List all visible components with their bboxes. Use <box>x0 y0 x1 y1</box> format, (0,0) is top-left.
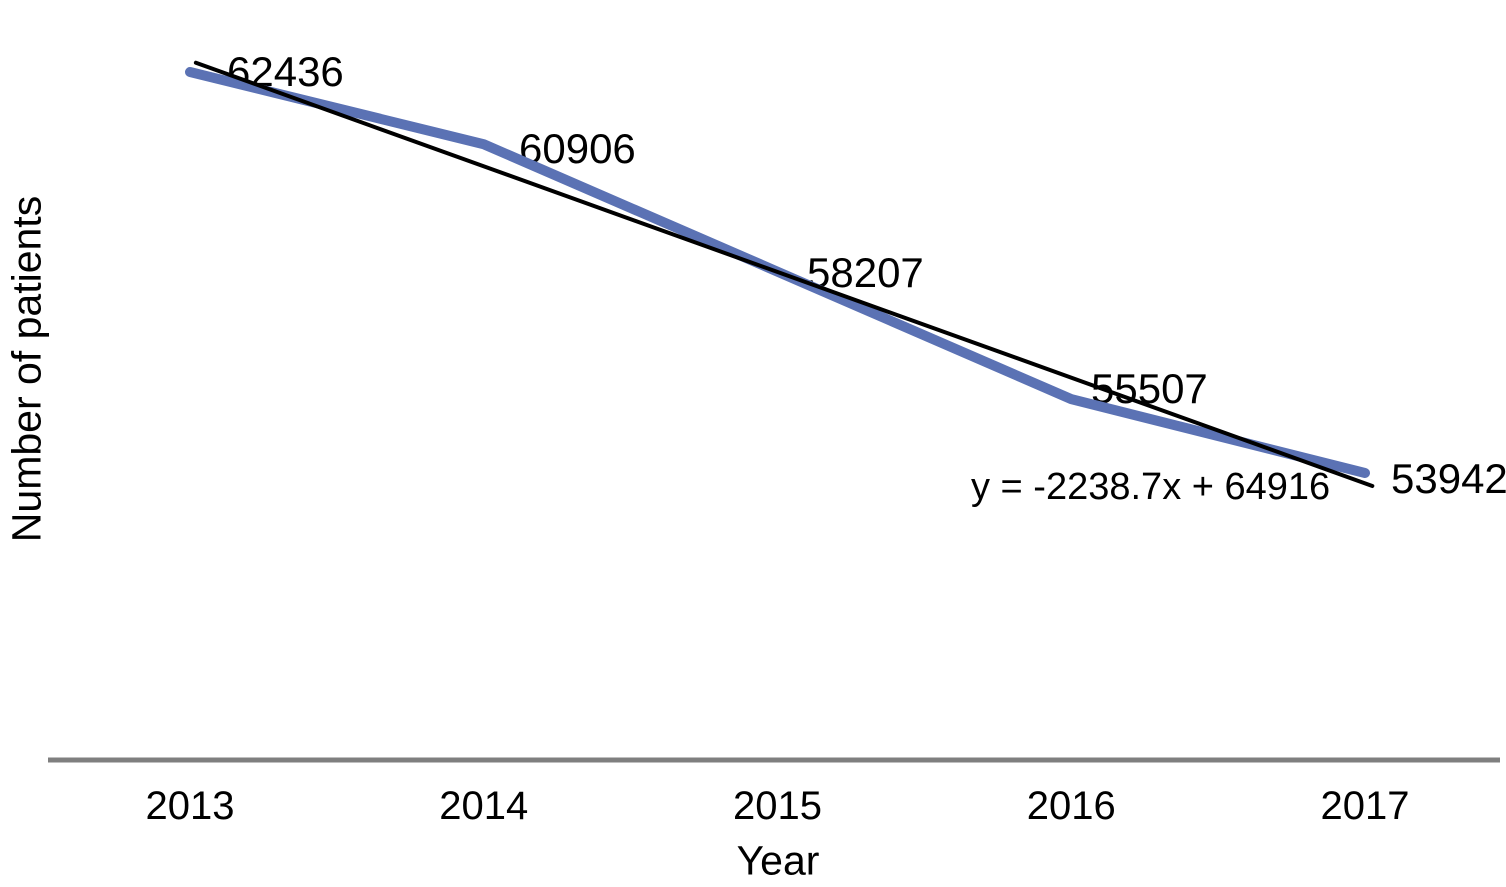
x-tick-2014: 2014 <box>439 784 529 828</box>
x-tick-2013: 2013 <box>145 784 235 828</box>
y-axis-title: Number of patients <box>3 195 50 543</box>
patients-series-line <box>185 67 1370 478</box>
data-label-2013: 62436 <box>227 48 344 95</box>
data-label-2015: 58207 <box>807 249 924 296</box>
x-tick-2017: 2017 <box>1320 784 1410 828</box>
data-label-2014: 60906 <box>519 125 636 172</box>
x-tick-2016: 2016 <box>1026 784 1116 828</box>
x-axis-title: Year <box>736 837 820 884</box>
x-tick-2015: 2015 <box>733 784 822 828</box>
data-label-2016: 55507 <box>1091 365 1208 412</box>
data-label-2017: 53942 <box>1391 455 1506 502</box>
trendline <box>193 60 1375 489</box>
trendline-equation-label: y = -2238.7x + 64916 <box>971 466 1331 508</box>
